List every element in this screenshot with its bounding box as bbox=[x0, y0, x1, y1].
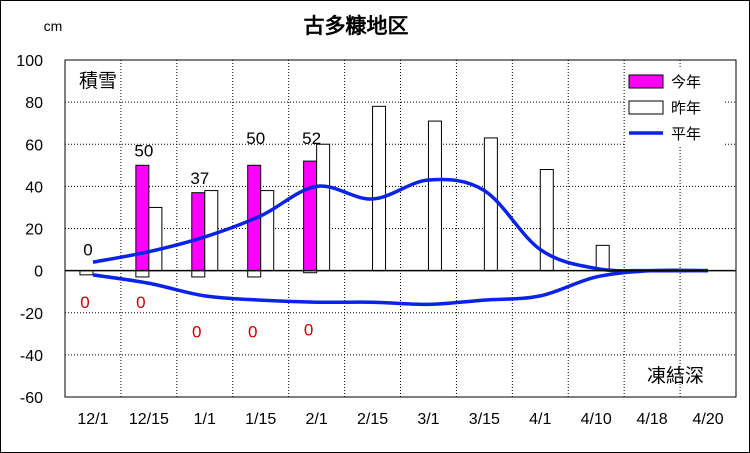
bar-last-year bbox=[595, 244, 610, 272]
x-tick-label: 3/15 bbox=[469, 411, 500, 428]
bar-last-year bbox=[372, 105, 387, 272]
snow-depth-label: 52 bbox=[302, 129, 321, 148]
bar-last-year bbox=[204, 190, 219, 272]
average-frost-line bbox=[92, 268, 709, 307]
x-tick-label: 4/1 bbox=[529, 411, 551, 428]
bar-last-year bbox=[483, 137, 498, 272]
x-tick-label: 12/1 bbox=[77, 411, 108, 428]
legend-swatch-last-year bbox=[628, 100, 664, 115]
x-tick-label: 2/15 bbox=[357, 411, 388, 428]
bar-last-year bbox=[316, 143, 331, 272]
bar-this-year bbox=[191, 192, 206, 272]
x-tick-label: 4/20 bbox=[692, 411, 723, 428]
snow-depth-label: 50 bbox=[246, 129, 265, 148]
y-tick-label: 80 bbox=[25, 95, 43, 112]
legend-label-average: 平年 bbox=[671, 126, 701, 143]
frost-bar-this-year bbox=[247, 270, 262, 278]
x-tick-labels: 12/1 12/15 1/1 1/15 2/1 2/15 3/1 3/15 4/1 4/10 4/1… bbox=[77, 411, 723, 428]
y-tick-labels: -60 -40 -20 0 20 40 60 80 100 bbox=[16, 53, 43, 407]
chart-title: 古多糠地区 bbox=[304, 14, 409, 38]
y-tick-label: 60 bbox=[25, 137, 43, 154]
legend-swatch-this-year bbox=[628, 74, 664, 89]
frost-depth-label: 0 bbox=[192, 323, 201, 342]
y-tick-label: 0 bbox=[34, 264, 43, 281]
frost-depth-label: 0 bbox=[136, 293, 145, 312]
y-tick-label: 100 bbox=[16, 53, 43, 70]
bar-this-year bbox=[303, 160, 318, 272]
snow-depth-label: 37 bbox=[190, 169, 209, 188]
x-tick-label: 1/15 bbox=[245, 411, 276, 428]
frost-depth-label: 0 bbox=[248, 323, 257, 342]
unit-label: cm bbox=[44, 18, 63, 34]
legend-label-this-year: 今年 bbox=[671, 74, 701, 91]
bars bbox=[79, 105, 610, 278]
y-tick-label: 40 bbox=[25, 179, 43, 196]
y-tick-label: 20 bbox=[25, 222, 43, 239]
bar-last-year bbox=[148, 206, 163, 272]
y-tick-label: -20 bbox=[20, 306, 43, 323]
snow-depth-label: 50 bbox=[134, 142, 153, 161]
bar-last-year bbox=[260, 190, 275, 272]
frost-depth-label: 0 bbox=[304, 321, 313, 340]
y-tick-label: -40 bbox=[20, 348, 43, 365]
frost-bar-this-year bbox=[191, 270, 206, 278]
legend-label-last-year: 昨年 bbox=[671, 100, 701, 117]
frost-region-label: 凍結深 bbox=[647, 365, 704, 387]
x-tick-label: 12/15 bbox=[129, 411, 169, 428]
x-tick-label: 3/1 bbox=[417, 411, 439, 428]
x-tick-label: 2/1 bbox=[306, 411, 328, 428]
snow-region-label: 積雪 bbox=[79, 70, 117, 92]
data-labels: 0 50 37 50 52 0 0 0 0 0 bbox=[80, 129, 321, 342]
x-tick-label: 1/1 bbox=[194, 411, 216, 428]
x-tick-label: 4/10 bbox=[581, 411, 612, 428]
snow-depth-label: 0 bbox=[83, 241, 92, 260]
legend: 今年 昨年 平年 bbox=[625, 67, 723, 147]
average-snow-line bbox=[92, 177, 709, 273]
average-lines bbox=[92, 177, 709, 307]
frost-bar-this-year bbox=[135, 270, 150, 278]
y-tick-label: -60 bbox=[20, 390, 43, 407]
x-tick-label: 4/18 bbox=[637, 411, 668, 428]
grid bbox=[64, 59, 737, 398]
frost-depth-label: 0 bbox=[80, 293, 89, 312]
bar-last-year bbox=[427, 120, 442, 272]
